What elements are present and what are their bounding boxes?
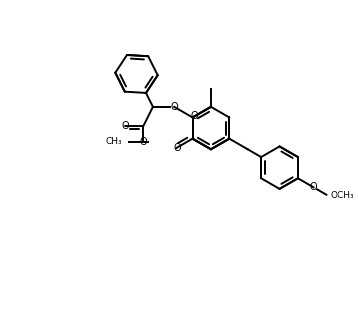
Text: O: O: [190, 111, 198, 121]
Text: O: O: [140, 137, 147, 147]
Text: O: O: [122, 121, 129, 131]
Text: O: O: [310, 182, 317, 192]
Text: OCH₃: OCH₃: [331, 191, 354, 200]
Text: O: O: [170, 102, 178, 112]
Text: CH₃: CH₃: [105, 137, 122, 146]
Text: O: O: [174, 143, 182, 153]
